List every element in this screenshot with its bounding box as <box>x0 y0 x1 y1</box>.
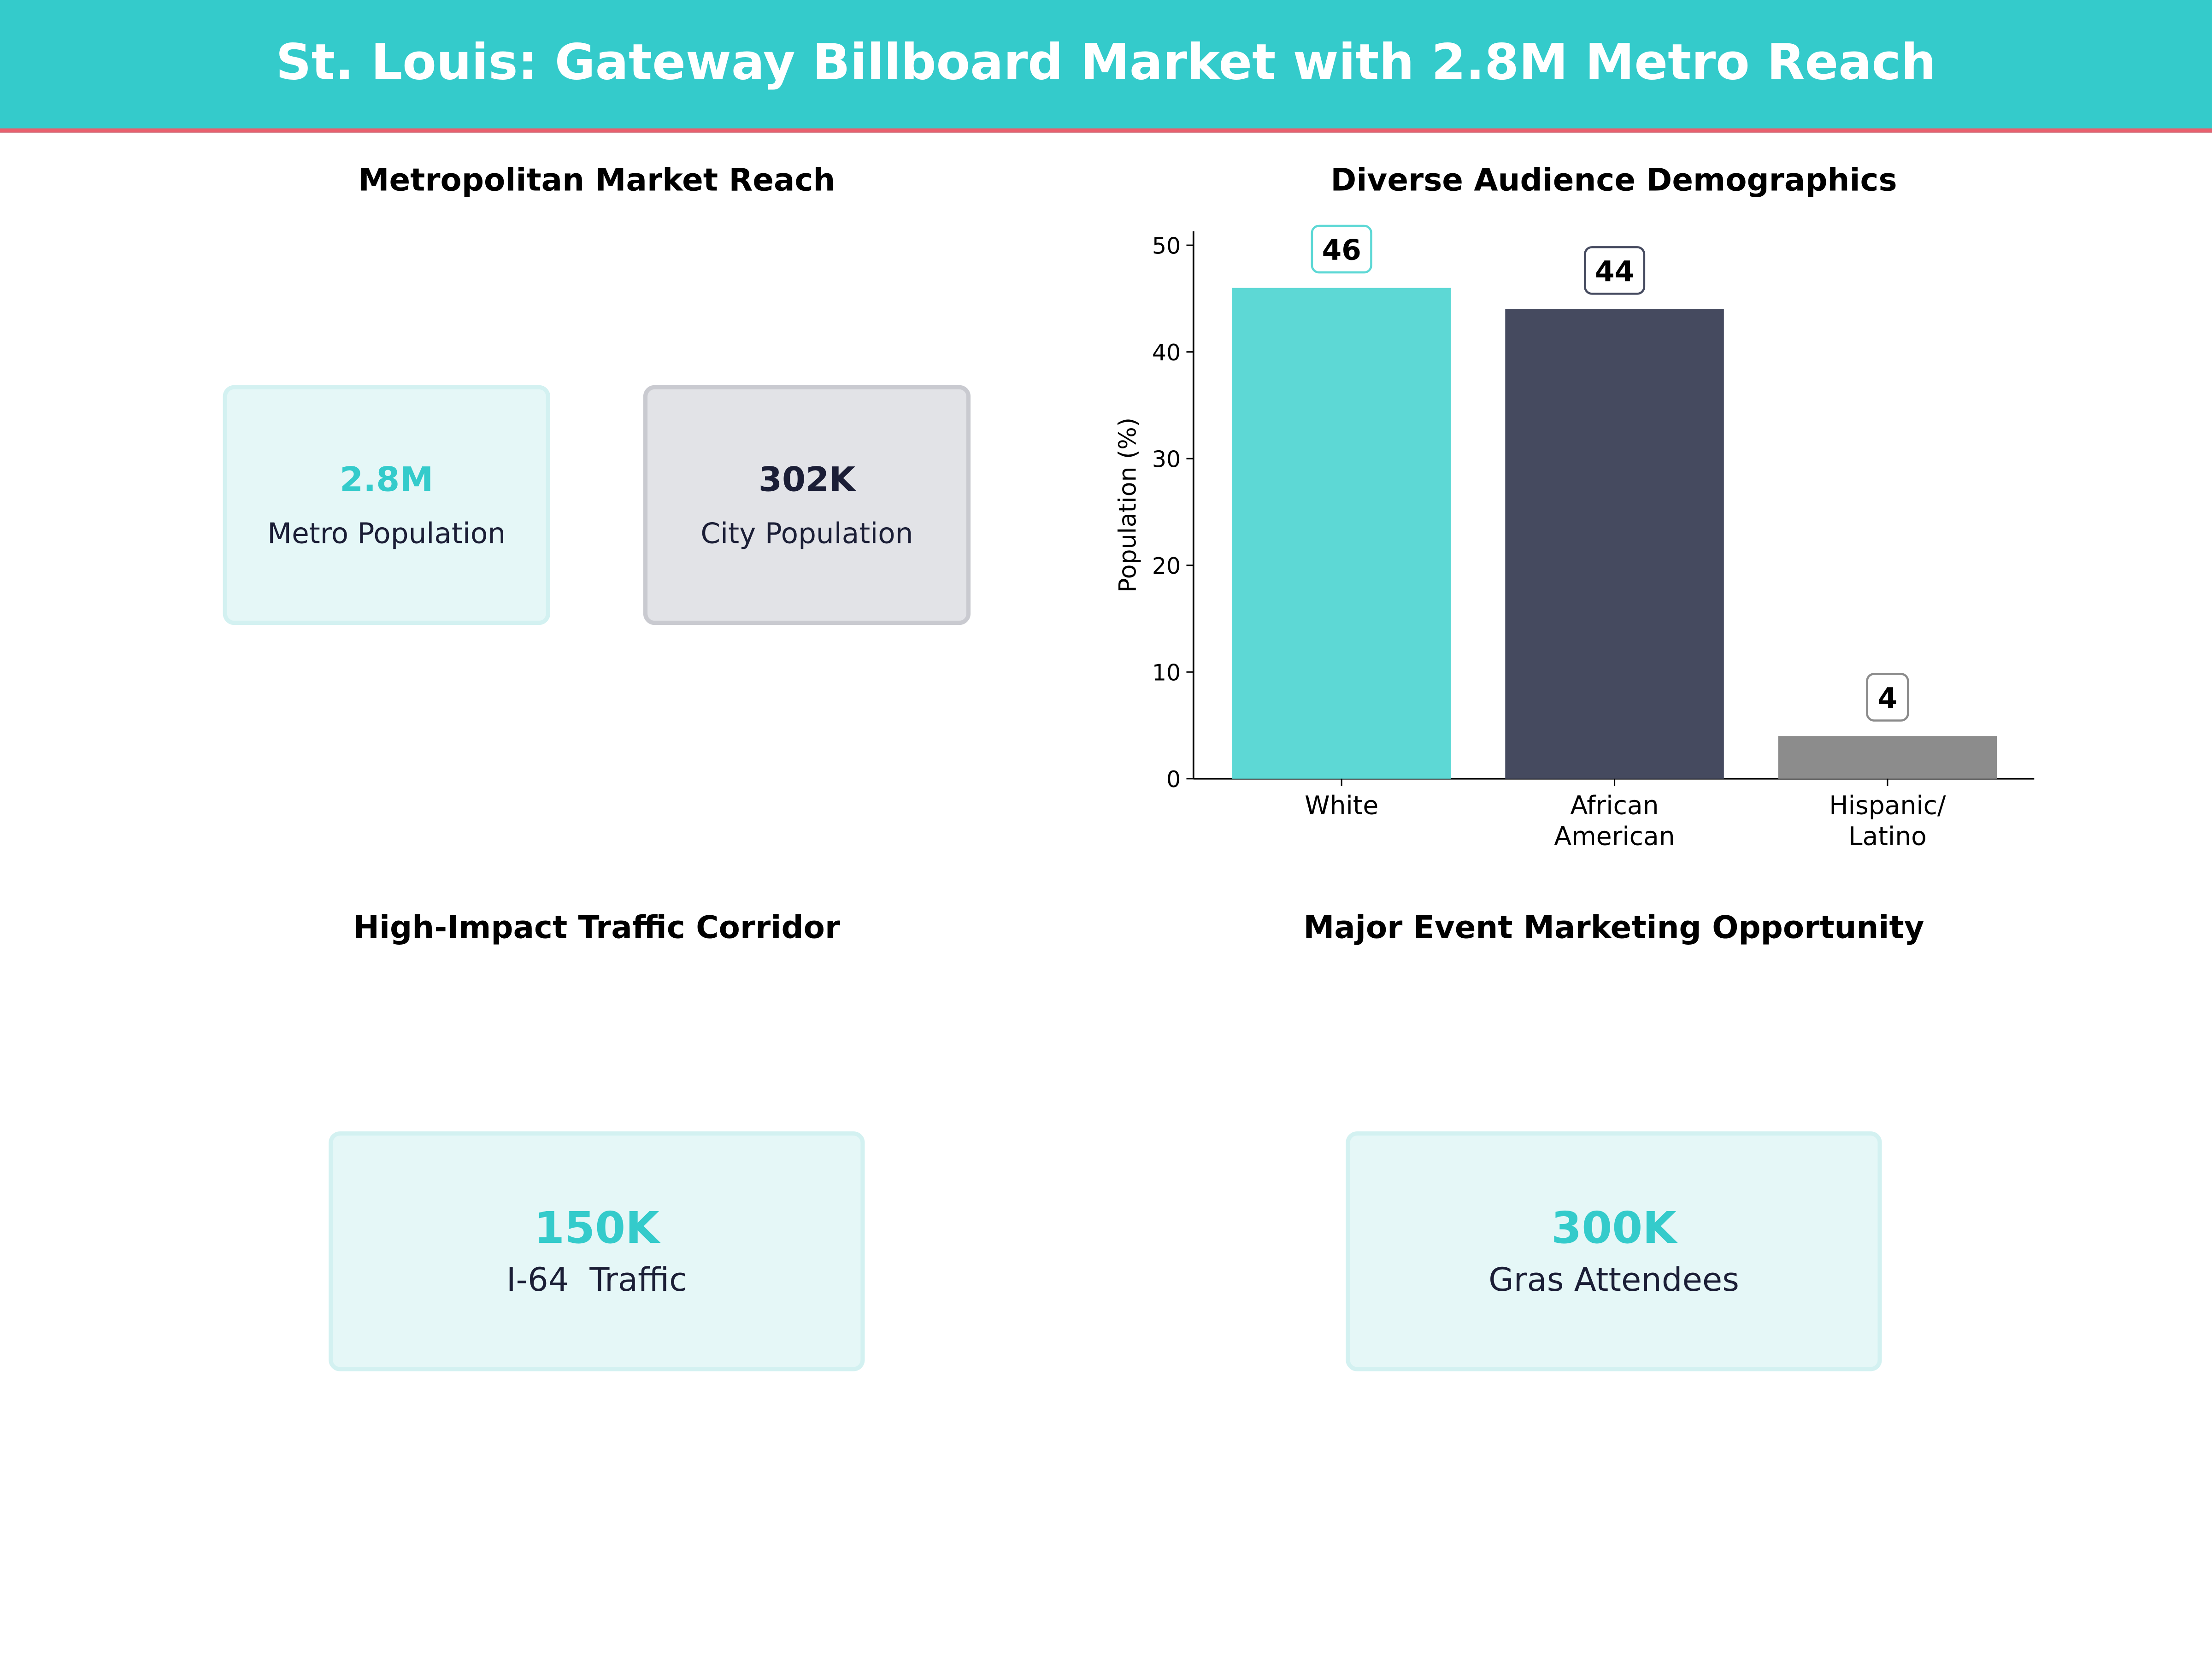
y-tick-label: 20 <box>1152 553 1181 579</box>
x-tick-label: African <box>1571 790 1659 820</box>
data-label-box <box>1866 673 1909 722</box>
y-tick-label: 50 <box>1152 233 1181 259</box>
metro-population-card: 2.8M Metro Population <box>223 385 550 625</box>
traffic-card: 150K I-64 Traffic <box>329 1131 865 1371</box>
y-axis-label: Population (%) <box>1114 418 1141 593</box>
event-title: Major Event Marketing Opportunity <box>1303 911 1924 947</box>
data-label-box <box>1311 224 1372 274</box>
y-tick-label: 10 <box>1152 660 1181 686</box>
x-tick-label: Latino <box>1848 822 1927 851</box>
traffic-title: High-Impact Traffic Corridor <box>353 911 841 947</box>
y-tick-label: 30 <box>1152 447 1181 473</box>
traffic-label: I-64 Traffic <box>506 1262 687 1300</box>
city-population-label: City Population <box>700 516 913 550</box>
x-tick-label: Hispanic/ <box>1829 790 1946 820</box>
event-card: 300K Gras Attendees <box>1346 1131 1882 1371</box>
chart-title: Diverse Audience Demographics <box>1330 164 1897 199</box>
metro-population-label: Metro Population <box>267 516 506 550</box>
x-tick-label: White <box>1305 790 1378 820</box>
metro-population-value: 2.8M <box>340 459 434 500</box>
bar-2 <box>1778 736 1997 779</box>
event-label: Gras Attendees <box>1488 1262 1739 1300</box>
data-label-box <box>1583 246 1646 295</box>
data-label: 4 <box>1878 682 1898 715</box>
y-tick-label: 40 <box>1152 340 1181 366</box>
page-title: St. Louis: Gateway Billboard Market with… <box>276 35 1936 92</box>
x-tick-label: American <box>1554 822 1675 851</box>
city-population-card: 302K City Population <box>643 385 971 625</box>
y-tick-label: 0 <box>1166 766 1181 793</box>
bar-1 <box>1505 309 1724 779</box>
traffic-value: 150K <box>534 1203 659 1254</box>
event-value: 300K <box>1551 1203 1677 1254</box>
data-label: 44 <box>1595 255 1634 288</box>
market-reach-title: Metropolitan Market Reach <box>358 164 835 199</box>
bar-0 <box>1232 288 1451 779</box>
header-banner: St. Louis: Gateway Billboard Market with… <box>0 0 2212 133</box>
city-population-value: 302K <box>758 459 856 500</box>
data-label: 46 <box>1322 234 1361 267</box>
